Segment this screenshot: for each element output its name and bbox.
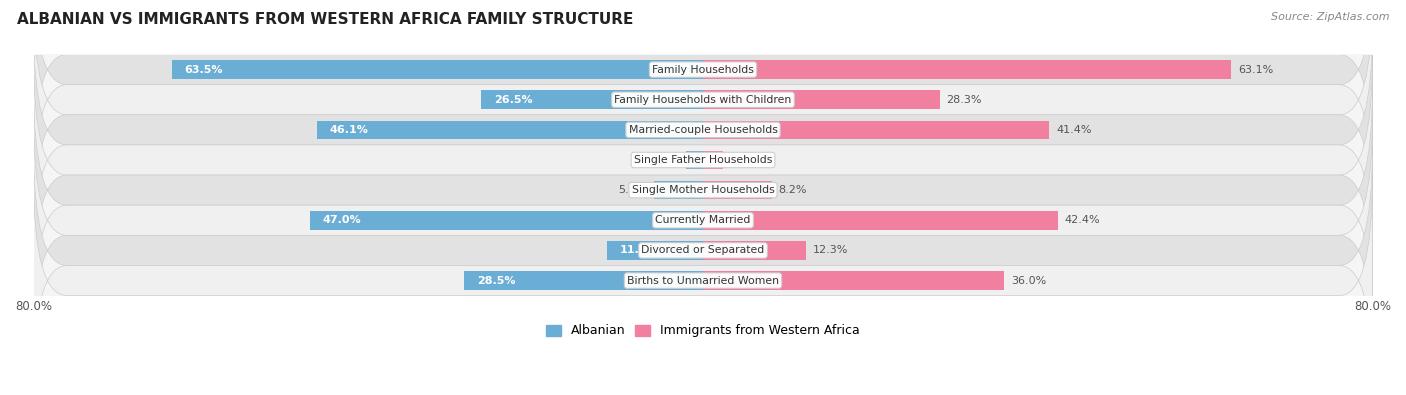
Bar [481, 90, 703, 109]
FancyBboxPatch shape [34, 175, 1372, 386]
Text: 28.5%: 28.5% [477, 276, 516, 286]
Text: Family Households with Children: Family Households with Children [614, 95, 792, 105]
Legend: Albanian, Immigrants from Western Africa: Albanian, Immigrants from Western Africa [541, 320, 865, 342]
Bar [703, 271, 1004, 290]
Bar [703, 211, 1057, 229]
Text: 11.5%: 11.5% [619, 245, 658, 256]
Bar [703, 60, 1232, 79]
FancyBboxPatch shape [34, 55, 1372, 265]
Text: 36.0%: 36.0% [1011, 276, 1046, 286]
Text: Currently Married: Currently Married [655, 215, 751, 225]
Text: Births to Unmarried Women: Births to Unmarried Women [627, 276, 779, 286]
Text: Single Mother Households: Single Mother Households [631, 185, 775, 195]
Bar [703, 241, 806, 260]
Bar [654, 181, 703, 199]
Bar [703, 120, 1049, 139]
Bar [703, 90, 939, 109]
FancyBboxPatch shape [34, 0, 1372, 205]
Text: 2.4%: 2.4% [730, 155, 758, 165]
Text: 46.1%: 46.1% [330, 125, 368, 135]
Text: ALBANIAN VS IMMIGRANTS FROM WESTERN AFRICA FAMILY STRUCTURE: ALBANIAN VS IMMIGRANTS FROM WESTERN AFRI… [17, 12, 633, 27]
FancyBboxPatch shape [34, 145, 1372, 356]
FancyBboxPatch shape [34, 85, 1372, 295]
Text: 42.4%: 42.4% [1064, 215, 1099, 225]
Text: Divorced or Separated: Divorced or Separated [641, 245, 765, 256]
Text: 26.5%: 26.5% [494, 95, 533, 105]
Bar [703, 150, 723, 169]
Bar [607, 241, 703, 260]
Bar [464, 271, 703, 290]
FancyBboxPatch shape [34, 24, 1372, 235]
Bar [686, 150, 703, 169]
Text: 28.3%: 28.3% [946, 95, 981, 105]
Text: Family Households: Family Households [652, 64, 754, 75]
Text: Single Father Households: Single Father Households [634, 155, 772, 165]
Bar [703, 181, 772, 199]
Text: 12.3%: 12.3% [813, 245, 848, 256]
Bar [309, 211, 703, 229]
FancyBboxPatch shape [34, 115, 1372, 326]
Bar [172, 60, 703, 79]
Text: Source: ZipAtlas.com: Source: ZipAtlas.com [1271, 12, 1389, 22]
Text: 2.0%: 2.0% [651, 155, 679, 165]
Bar [318, 120, 703, 139]
FancyBboxPatch shape [34, 0, 1372, 175]
Text: 5.9%: 5.9% [619, 185, 647, 195]
Text: Married-couple Households: Married-couple Households [628, 125, 778, 135]
Text: 63.1%: 63.1% [1237, 64, 1272, 75]
Text: 8.2%: 8.2% [779, 185, 807, 195]
Text: 47.0%: 47.0% [322, 215, 361, 225]
Text: 41.4%: 41.4% [1056, 125, 1091, 135]
Text: 63.5%: 63.5% [184, 64, 222, 75]
